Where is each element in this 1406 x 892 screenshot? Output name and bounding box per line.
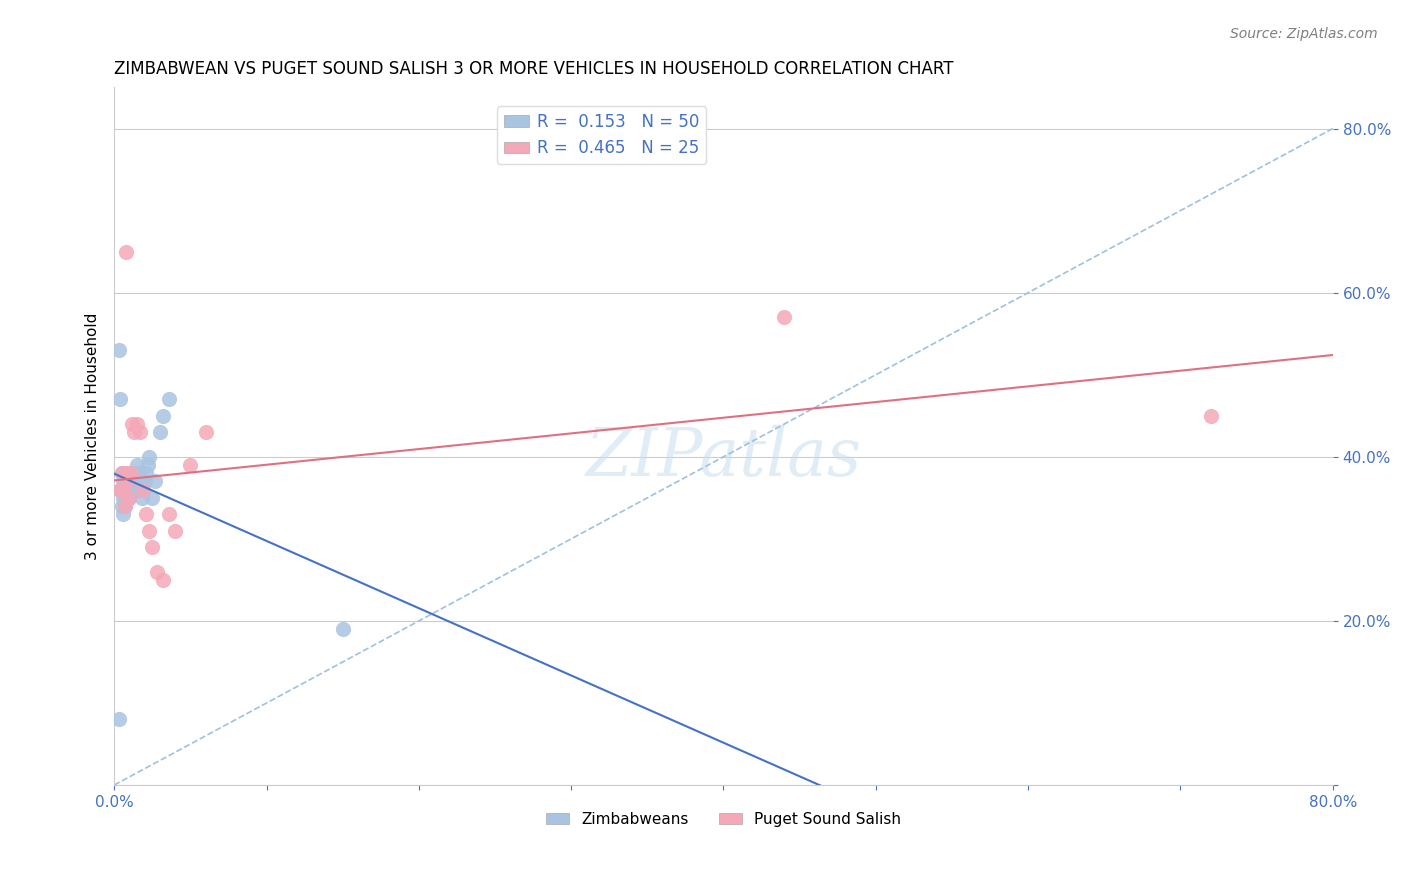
Point [165, 524, 187, 538]
Point [141, 491, 163, 505]
Point [122, 467, 145, 481]
Point [157, 508, 180, 522]
Point [132, 483, 155, 497]
Point [114, 483, 136, 497]
Point [138, 450, 160, 464]
Point [111, 467, 134, 481]
Point [332, 622, 354, 636]
Point [157, 392, 180, 407]
Point [120, 483, 142, 497]
Point [110, 483, 132, 497]
Point [115, 475, 138, 489]
Point [149, 425, 172, 440]
Point [112, 491, 135, 505]
Point [115, 244, 138, 259]
Point [152, 573, 174, 587]
Point [121, 475, 143, 489]
Point [114, 499, 136, 513]
Point [136, 458, 159, 472]
Point [194, 425, 217, 440]
Point [129, 475, 152, 489]
Point [112, 483, 135, 497]
Text: ZIMBABWEAN VS PUGET SOUND SALISH 3 OR MORE VEHICLES IN HOUSEHOLD CORRELATION CHA: ZIMBABWEAN VS PUGET SOUND SALISH 3 OR MO… [114, 60, 953, 78]
Point [111, 467, 134, 481]
Point [115, 483, 138, 497]
Text: Source: ZipAtlas.com: Source: ZipAtlas.com [1230, 27, 1378, 41]
Point [111, 483, 134, 497]
Point [129, 425, 152, 440]
Point [114, 475, 136, 489]
Point [111, 499, 134, 513]
Point [125, 458, 148, 472]
Point [110, 483, 132, 497]
Y-axis label: 3 or more Vehicles in Household: 3 or more Vehicles in Household [86, 312, 100, 560]
Point [117, 475, 139, 489]
Point [121, 467, 143, 481]
Point [122, 425, 145, 440]
Point [141, 540, 163, 554]
Point [107, 343, 129, 358]
Point [114, 499, 136, 513]
Point [120, 467, 142, 481]
Point [128, 467, 150, 481]
Point [143, 475, 166, 489]
Point [118, 475, 141, 489]
Point [124, 467, 146, 481]
Point [128, 483, 150, 497]
Text: ZIPatlas: ZIPatlas [585, 425, 862, 490]
Point [138, 524, 160, 538]
Point [131, 491, 153, 505]
Point [152, 409, 174, 423]
Point [135, 467, 157, 481]
Point [120, 475, 142, 489]
Point [122, 483, 145, 497]
Point [121, 417, 143, 431]
Point [132, 483, 155, 497]
Point [135, 508, 157, 522]
Point [146, 565, 169, 579]
Point [117, 483, 139, 497]
Point [118, 467, 141, 481]
Point [1199, 409, 1222, 423]
Point [134, 475, 156, 489]
Point [124, 483, 146, 497]
Point [125, 417, 148, 431]
Point [118, 483, 141, 497]
Legend: Zimbabweans, Puget Sound Salish: Zimbabweans, Puget Sound Salish [540, 806, 907, 833]
Point [112, 508, 135, 522]
Point [115, 467, 138, 481]
Point [121, 483, 143, 497]
Point [115, 491, 138, 505]
Point [118, 491, 141, 505]
Point [117, 491, 139, 505]
Point [179, 458, 201, 472]
Point [125, 483, 148, 497]
Point [118, 491, 141, 505]
Point [107, 713, 129, 727]
Point [773, 310, 796, 325]
Point [112, 475, 135, 489]
Point [110, 392, 132, 407]
Point [120, 467, 142, 481]
Point [117, 475, 139, 489]
